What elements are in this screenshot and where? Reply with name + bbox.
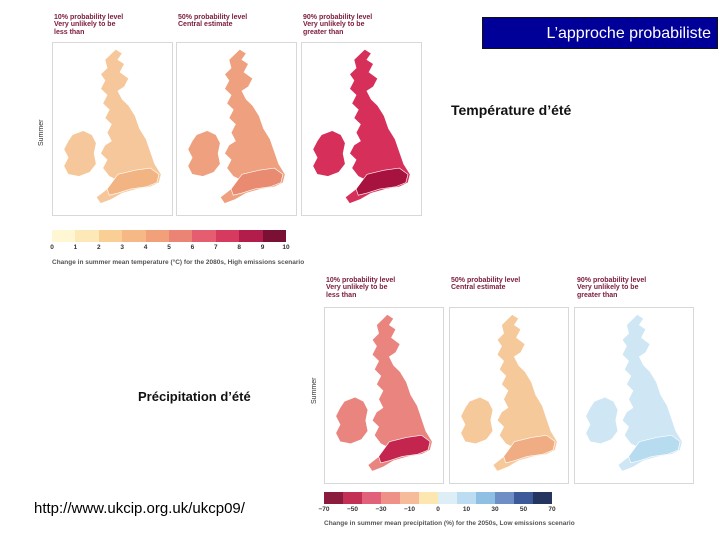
legend-tick-label: 10 — [462, 506, 471, 513]
legend-tick-label: 30 — [491, 506, 499, 513]
legend-swatch — [215, 230, 240, 242]
precip-side-label: Summer — [311, 377, 318, 404]
legend-swatch — [122, 230, 146, 242]
precip-map-panel-2 — [449, 307, 569, 484]
temp-legend-caption: Change in summer mean temperature (°C) f… — [52, 259, 305, 266]
slide-title-text: L’approche probabiliste — [546, 25, 711, 42]
legend-swatch — [476, 492, 495, 504]
temp-map-panel-3 — [301, 42, 422, 216]
legend-swatch — [324, 492, 343, 504]
legend-tick-label: 3 — [120, 244, 124, 251]
summer-temperature-label: Température d’été — [451, 102, 572, 118]
ireland-shape — [460, 396, 494, 445]
legend-swatch — [362, 492, 381, 504]
legend-swatch — [419, 492, 438, 504]
legend-swatch — [533, 492, 552, 504]
legend-tick-label: 8 — [237, 244, 241, 251]
legend-tick-label: 4 — [143, 244, 148, 251]
legend-tick-label: −50 — [346, 506, 359, 513]
ireland-shape — [63, 130, 97, 177]
summer-precipitation-label: Précipitation d’été — [138, 389, 251, 404]
great-britain-shape — [367, 313, 433, 472]
precip-uk-map-2 — [460, 313, 558, 472]
legend-swatch — [52, 230, 76, 242]
legend-tick-label: −30 — [375, 506, 387, 513]
legend-swatch — [192, 230, 216, 242]
southern-england-shape — [628, 434, 681, 464]
slide-title: L’approche probabiliste — [482, 17, 718, 49]
temp-panel-3-header: 90% probability level Very unlikely to b… — [303, 14, 373, 36]
precip-panel-2-header: 50% probability level Central estimate — [451, 277, 521, 292]
precip-uk-map-3 — [585, 313, 683, 472]
source-url: http://www.ukcip.org.uk/ukcp09/ — [34, 500, 245, 517]
legend-tick-label: 50 — [519, 506, 528, 513]
precip-legend-caption: Change in summer mean precipitation (%) … — [324, 520, 575, 527]
legend-swatch — [438, 492, 457, 504]
legend-swatch — [400, 492, 419, 504]
temp-panel-1-header: 10% probability level Very unlikely to b… — [54, 14, 124, 36]
great-britain-shape — [344, 48, 411, 204]
temp-legend-ticks: 0 1 2 3 4 5 6 7 8 9 10 — [50, 244, 290, 252]
legend-swatch — [343, 492, 362, 504]
precip-panel-3-header: 90% probability level Very unlikely to b… — [577, 277, 647, 299]
ireland-shape — [187, 130, 221, 177]
legend-swatch — [75, 230, 99, 242]
precip-panel-1-header: 10% probability level Very unlikely to b… — [326, 277, 396, 299]
temp-color-legend — [52, 230, 286, 242]
legend-swatch — [381, 492, 400, 504]
legend-swatch — [457, 492, 476, 504]
great-britain-shape — [219, 48, 286, 204]
legend-tick-label: 9 — [260, 244, 265, 251]
southern-england-shape — [230, 167, 284, 196]
legend-tick-label: 10 — [282, 244, 290, 251]
legend-tick-label: 0 — [436, 506, 440, 513]
temp-uk-map-2 — [187, 48, 286, 204]
legend-swatch — [514, 492, 533, 504]
legend-swatch — [168, 230, 193, 242]
temp-map-panel-1 — [52, 42, 173, 216]
southern-england-shape — [378, 434, 431, 464]
legend-tick-label: 7 — [213, 244, 218, 251]
legend-tick-label: 6 — [190, 244, 195, 251]
legend-tick-label: −70 — [318, 506, 330, 513]
southern-england-shape — [106, 167, 160, 196]
southern-england-shape — [355, 167, 409, 196]
ireland-shape — [335, 396, 369, 445]
temp-uk-map-1 — [63, 48, 162, 204]
southern-england-shape — [503, 434, 556, 464]
temp-uk-map-3 — [312, 48, 411, 204]
legend-tick-label: 70 — [548, 506, 556, 513]
ireland-shape — [312, 130, 346, 177]
legend-tick-label: 2 — [96, 244, 101, 251]
ireland-shape — [585, 396, 619, 445]
precip-map-panel-3 — [574, 307, 694, 484]
legend-swatch — [98, 230, 123, 242]
precip-legend-ticks: −70 −50 −30 −10 0 10 30 50 70 — [318, 506, 556, 514]
temp-map-panel-2 — [176, 42, 297, 216]
legend-tick-label: 1 — [73, 244, 78, 251]
precip-color-legend — [324, 492, 552, 504]
precip-uk-map-1 — [335, 313, 433, 472]
legend-tick-label: 0 — [50, 244, 54, 251]
legend-swatch — [145, 230, 169, 242]
legend-tick-label: 5 — [167, 244, 171, 251]
legend-swatch — [495, 492, 514, 504]
temp-side-label: Summer — [38, 119, 45, 146]
temp-panel-2-header: 50% probability level Central estimate — [178, 14, 248, 29]
legend-swatch — [262, 230, 286, 242]
legend-tick-label: −10 — [403, 506, 416, 513]
precip-map-panel-1 — [324, 307, 444, 484]
legend-swatch — [239, 230, 263, 242]
great-britain-shape — [492, 313, 558, 472]
great-britain-shape — [617, 313, 683, 472]
great-britain-shape — [95, 48, 162, 204]
